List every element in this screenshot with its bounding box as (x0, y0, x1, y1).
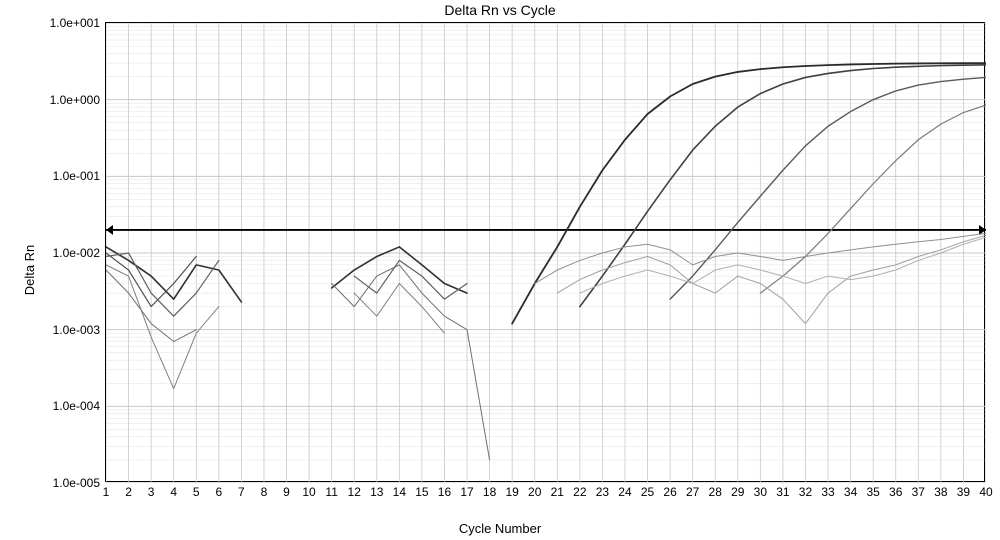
x-tick-label: 28 (709, 485, 722, 499)
series-line (354, 260, 467, 299)
x-tick-label: 26 (663, 485, 676, 499)
y-tick-label: 1.0e+001 (50, 16, 100, 30)
x-tick-label: 33 (821, 485, 834, 499)
x-tick-label: 15 (415, 485, 428, 499)
x-tick-label: 5 (193, 485, 200, 499)
x-tick-label: 2 (125, 485, 132, 499)
x-tick-label: 32 (799, 485, 812, 499)
x-tick-label: 18 (483, 485, 496, 499)
x-tick-label: 13 (370, 485, 383, 499)
x-tick-label: 27 (686, 485, 699, 499)
y-axis-label: Delta Rn (22, 245, 37, 296)
x-tick-label: 4 (170, 485, 177, 499)
x-tick-label: 17 (460, 485, 473, 499)
y-tick-label: 1.0e-005 (53, 476, 100, 490)
x-tick-label: 22 (573, 485, 586, 499)
y-tick-label: 1.0e-002 (53, 246, 100, 260)
x-tick-label: 12 (348, 485, 361, 499)
x-tick-label: 21 (551, 485, 564, 499)
x-tick-label: 3 (148, 485, 155, 499)
x-tick-label: 29 (731, 485, 744, 499)
y-tick-label: 1.0e-004 (53, 399, 100, 413)
x-tick-label: 36 (889, 485, 902, 499)
x-axis-label: Cycle Number (0, 521, 1000, 536)
plot-area: 1.0e-0051.0e-0041.0e-0031.0e-0021.0e-001… (105, 22, 985, 482)
x-tick-label: 38 (934, 485, 947, 499)
x-tick-label: 23 (596, 485, 609, 499)
y-tick-label: 1.0e-003 (53, 323, 100, 337)
y-tick-label: 1.0e+000 (50, 93, 100, 107)
y-tick-label: 1.0e-001 (53, 169, 100, 183)
x-tick-label: 40 (979, 485, 992, 499)
x-tick-label: 25 (641, 485, 654, 499)
x-tick-label: 8 (261, 485, 268, 499)
x-tick-label: 39 (957, 485, 970, 499)
x-tick-label: 31 (776, 485, 789, 499)
x-tick-label: 1 (103, 485, 110, 499)
amplification-plot: Delta Rn vs Cycle Delta Rn Cycle Number … (0, 0, 1000, 540)
chart-title: Delta Rn vs Cycle (0, 2, 1000, 18)
x-tick-label: 19 (505, 485, 518, 499)
x-tick-label: 9 (283, 485, 290, 499)
plot-svg (106, 23, 986, 483)
x-tick-label: 34 (844, 485, 857, 499)
x-tick-label: 37 (912, 485, 925, 499)
x-tick-label: 11 (325, 485, 337, 499)
x-tick-label: 10 (302, 485, 315, 499)
x-tick-label: 20 (528, 485, 541, 499)
x-tick-label: 14 (393, 485, 406, 499)
x-tick-label: 35 (866, 485, 879, 499)
x-tick-label: 16 (438, 485, 451, 499)
x-tick-label: 24 (618, 485, 631, 499)
x-tick-label: 30 (754, 485, 767, 499)
x-tick-label: 7 (238, 485, 245, 499)
x-tick-label: 6 (215, 485, 222, 499)
